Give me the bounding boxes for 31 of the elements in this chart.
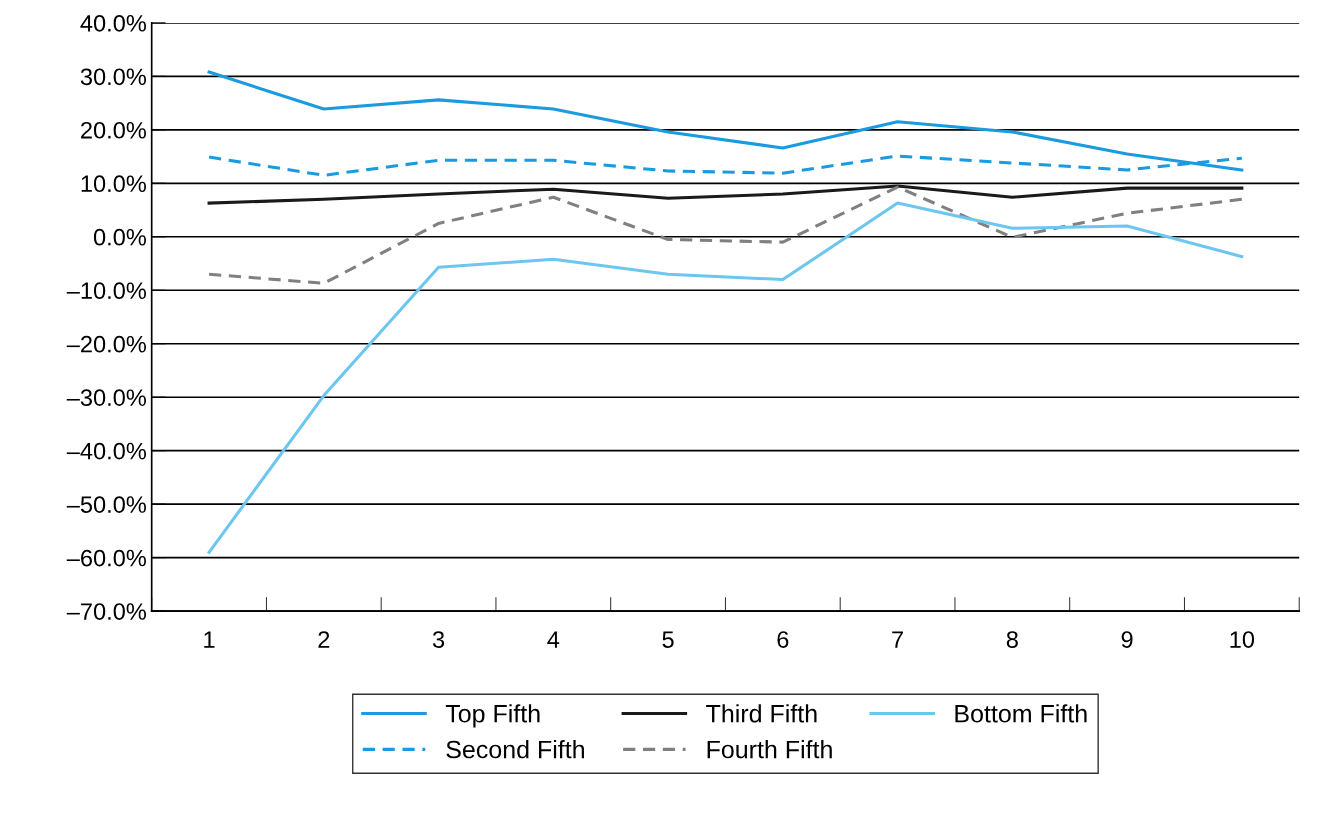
legend-label: Second Fifth [446,740,584,759]
legend-label: Third Fifth [706,704,817,723]
y-tick-label: 0.0% [93,228,146,246]
y-tick-label: –50.0% [66,496,146,513]
x-tick-label: 4 [547,631,560,648]
y-tick-label: 40.0% [80,14,146,32]
x-tick-label: 7 [892,631,903,648]
y-tick-label: –60.0% [66,549,146,567]
y-tick-label: 10.0% [81,175,146,193]
y-tick-label: –70.0% [66,603,146,620]
line-series [207,184,1244,205]
y-tick-label: –10.0% [66,282,146,300]
legend-label: Fourth Fifth [707,740,832,759]
y-tick-label: 30.0% [80,68,146,86]
legend-label: Top Fifth [445,704,540,728]
x-tick-label: 3 [432,631,445,648]
line-series [207,70,1244,172]
y-tick-label: –20.0% [66,335,146,353]
line-series [207,201,1244,554]
legend-label: Bottom Fifth [955,704,1087,723]
y-tick-label: –30.0% [66,389,146,406]
y-tick-label: 20.0% [81,121,146,139]
x-tick-label: 1 [204,631,215,648]
line-series [207,185,1244,285]
x-tick-label: 6 [777,631,789,648]
x-tick-label: 9 [1121,631,1133,648]
y-tick-label: –40.0% [66,442,146,460]
x-tick-label: 5 [662,631,674,648]
x-tick-label: 10 [1230,631,1255,648]
x-tick-label: 2 [318,631,330,648]
x-tick-label: 8 [1006,631,1018,648]
